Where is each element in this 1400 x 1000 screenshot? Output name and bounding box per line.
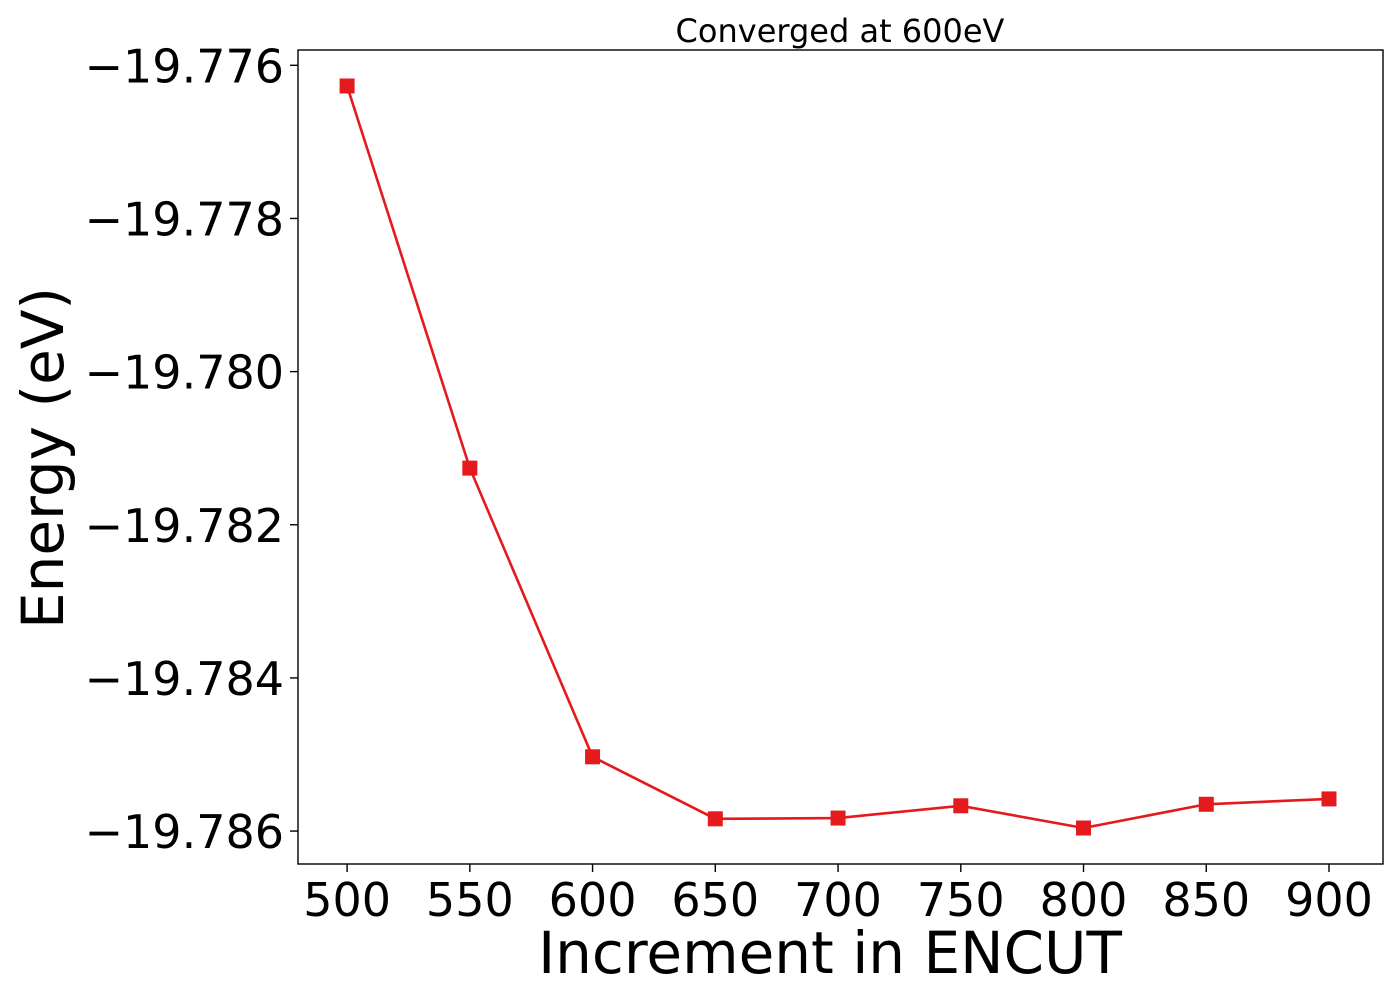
data-point [1321, 791, 1337, 807]
data-point [1198, 796, 1214, 812]
y-tick-label: −19.782 [85, 499, 285, 553]
data-point [462, 460, 478, 476]
x-axis-label: Increment in ENCUT [538, 919, 1122, 987]
plot-area [297, 49, 1384, 865]
y-tick-label: −19.786 [85, 805, 285, 859]
x-tick-label: 850 [1162, 873, 1250, 927]
x-tick-label: 550 [426, 873, 514, 927]
series-line [345, 85, 1330, 830]
chart-title: Converged at 600eV [676, 12, 1005, 50]
data-point [707, 811, 723, 827]
x-axis: 500 550 600 650 700 750 800 850 900 [303, 864, 1373, 927]
x-tick-label: 500 [303, 873, 391, 927]
y-axis-label: Energy (eV) [9, 287, 77, 629]
y-tick-label: −19.780 [85, 346, 285, 400]
data-point [953, 798, 969, 814]
x-tick-label: 900 [1285, 873, 1373, 927]
y-tick-label: −19.776 [85, 39, 285, 93]
x-tick-label: 700 [794, 873, 882, 927]
x-tick-label: 600 [549, 873, 637, 927]
x-tick-label: 750 [917, 873, 1005, 927]
y-tick-label: −19.778 [85, 192, 285, 246]
data-point [585, 749, 601, 765]
y-axis: −19.776 −19.778 −19.780 −19.782 −19.784 −19.7… [85, 39, 298, 859]
x-tick-label: 800 [1040, 873, 1128, 927]
x-tick-label: 650 [671, 873, 759, 927]
data-point [1076, 820, 1092, 836]
data-point [830, 810, 846, 826]
plot-frame [297, 49, 1384, 865]
data-point [339, 78, 355, 94]
y-tick-label: −19.784 [85, 652, 285, 706]
